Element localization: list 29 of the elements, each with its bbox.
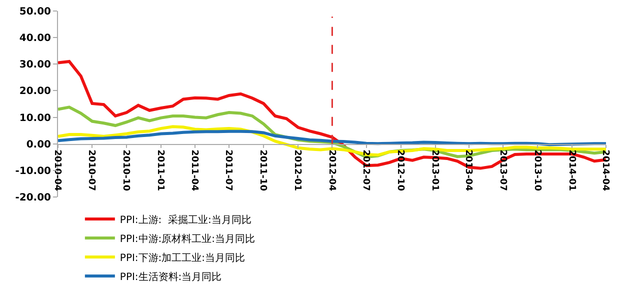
y-tick-label: 0.00 <box>26 139 52 150</box>
legend-label: PPI:中游:原材料工业:当月同比 <box>120 232 256 245</box>
x-tick-label: 2010-07 <box>86 150 96 191</box>
x-tick-label: 2011-10 <box>258 150 268 191</box>
y-tick-label: 30.00 <box>19 60 52 71</box>
x-tick-label: 2012-01 <box>292 150 302 191</box>
legend-label: PPI:下游:加工工业:当月同比 <box>120 252 246 264</box>
x-tick-label: 2013-04 <box>463 150 474 191</box>
y-tick-label: 10.00 <box>19 112 52 124</box>
x-tick-label: 2010-10 <box>120 150 131 191</box>
x-tick-label: 2013-10 <box>532 150 542 191</box>
y-tick-label: 50.00 <box>19 6 52 18</box>
x-tick-label: 2013-07 <box>497 150 508 191</box>
x-tick-label: 2013-01 <box>429 150 440 191</box>
legend-label: PPI:上游: 采掘工业:当月同比 <box>120 214 252 226</box>
y-tick-label: -10.00 <box>15 166 52 177</box>
x-tick-label: 2012-07 <box>360 150 370 191</box>
x-tick-label: 2011-07 <box>223 150 234 191</box>
x-tick-label: 2011-04 <box>188 150 199 191</box>
x-tick-label: 2011-01 <box>155 150 166 191</box>
x-tick-label: 2014-01 <box>566 150 576 191</box>
legend-label: PPI:生活资料:当月同比 <box>120 270 222 283</box>
x-tick-label: 2012-10 <box>394 150 405 191</box>
y-tick-label: -20.00 <box>15 192 52 204</box>
x-tick-label: 2010-04 <box>52 150 62 191</box>
x-tick-label: 2014-04 <box>600 150 610 191</box>
x-tick-label: 2012-04 <box>326 150 336 191</box>
y-tick-label: 40.00 <box>19 33 52 44</box>
y-tick-label: 20.00 <box>19 86 52 98</box>
